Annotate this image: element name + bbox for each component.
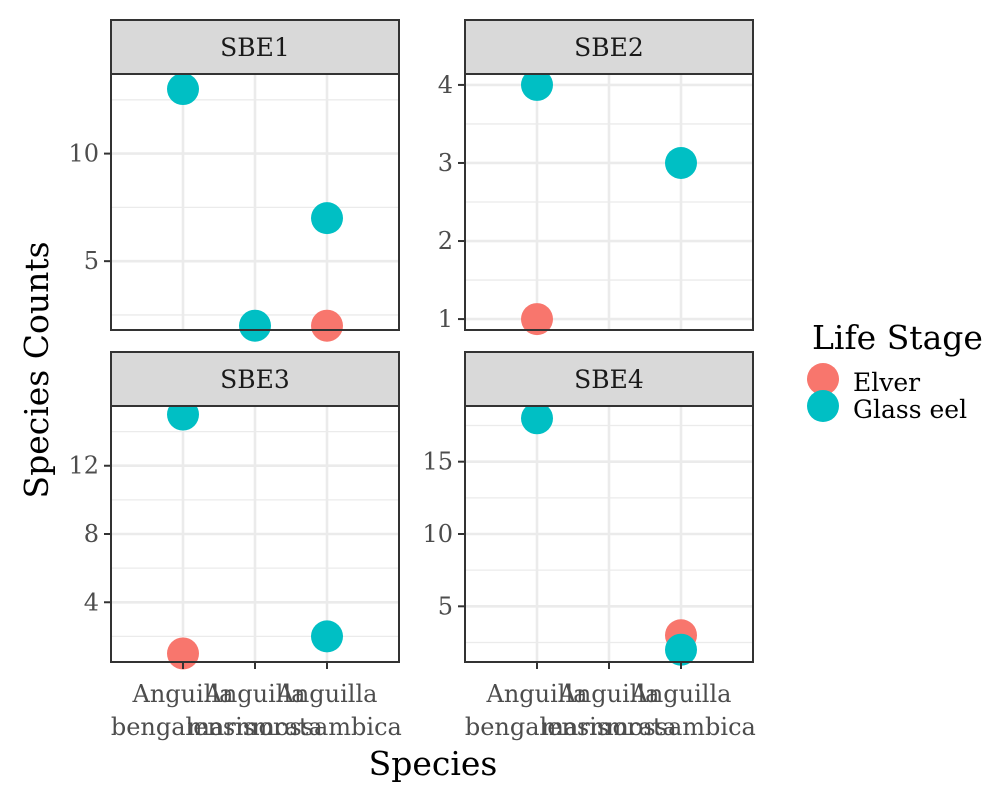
point-glass-eel (167, 73, 199, 106)
y-tick-label: 10 (422, 520, 453, 548)
legend-key-elver (807, 363, 839, 395)
strip-background (110, 351, 400, 407)
y-tick-label: 8 (84, 520, 99, 548)
y-axis-title: Species Counts (17, 241, 56, 498)
facet-panel-sbe1: 5 10 SBE1 (68, 19, 400, 342)
x-tick-label: Anguilla mossambica (252, 680, 402, 741)
y-tick-label: 1 (438, 305, 453, 333)
y-tick-label: 12 (68, 452, 99, 480)
legend-label: Elver (853, 368, 920, 397)
strip-label: SBE1 (220, 33, 290, 62)
point-glass-eel (311, 620, 343, 653)
x-tick-label: Anguilla marmorata (187, 680, 322, 741)
point-glass-eel (311, 202, 343, 235)
x-tick-label: Anguilla bengalensis (465, 680, 609, 741)
strip-background (110, 19, 400, 75)
x-axis-title: Species (369, 744, 498, 783)
strip-label: SBE2 (574, 33, 644, 62)
point-glass-eel (521, 402, 553, 435)
y-tick-label: 15 (422, 448, 453, 476)
x-tick-label: Anguilla bengalensis (111, 680, 255, 741)
point-glass-eel (665, 633, 697, 666)
legend-key-glass-eel (807, 390, 839, 422)
point-elver (521, 303, 553, 336)
point-elver (311, 309, 343, 342)
y-tick-label: 2 (438, 227, 453, 255)
legend-label: Glass eel (853, 395, 967, 424)
point-glass-eel (665, 146, 697, 179)
strip-label: SBE4 (574, 365, 644, 394)
strip-background (464, 19, 754, 75)
point-glass-eel (521, 68, 553, 101)
y-tick-label: 10 (68, 140, 99, 168)
x-tick-label: Anguilla mossambica (606, 680, 756, 741)
y-tick-label: 4 (438, 71, 453, 99)
y-tick-label: 5 (438, 592, 453, 620)
x-tick-label: Anguilla marmorata (541, 680, 676, 741)
y-tick-label: 4 (84, 588, 99, 616)
y-tick-label: 5 (84, 247, 99, 275)
facet-panel-sbe4: 5 10 15 SBE4 (422, 351, 754, 669)
y-tick-label: 3 (438, 149, 453, 177)
strip-label: SBE3 (220, 365, 290, 394)
facet-panel-sbe2: 1 2 3 4 SBE2 (438, 19, 754, 336)
point-glass-eel (239, 309, 271, 342)
legend-title: Life Stage (812, 318, 983, 357)
strip-background (464, 351, 754, 407)
facet-panel-sbe3: 4 8 12 SBE3 (68, 351, 400, 670)
